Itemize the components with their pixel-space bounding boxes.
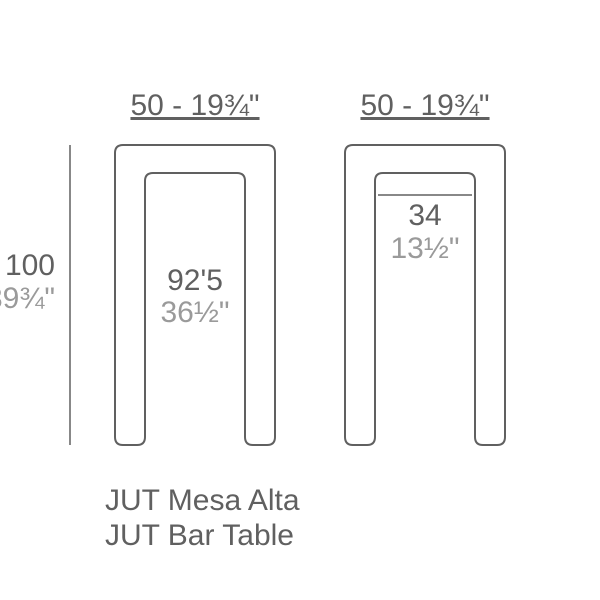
- caption-line-2: JUT Bar Table: [105, 519, 294, 552]
- dim-top-left: 50 - 19¾": [130, 89, 259, 122]
- dim-inner-w-cm: 34: [408, 199, 441, 232]
- dim-inner-w-in: 13½": [390, 232, 459, 265]
- canvas-bg: [0, 0, 600, 600]
- dim-height-in: 39¾": [0, 282, 55, 315]
- caption-line-1: JUT Mesa Alta: [105, 484, 300, 517]
- dim-height-cm: 100: [5, 249, 55, 282]
- dim-top-right: 50 - 19¾": [360, 89, 489, 122]
- dim-inner-h-in: 36½": [160, 296, 229, 329]
- dim-inner-h-cm: 92'5: [167, 264, 223, 297]
